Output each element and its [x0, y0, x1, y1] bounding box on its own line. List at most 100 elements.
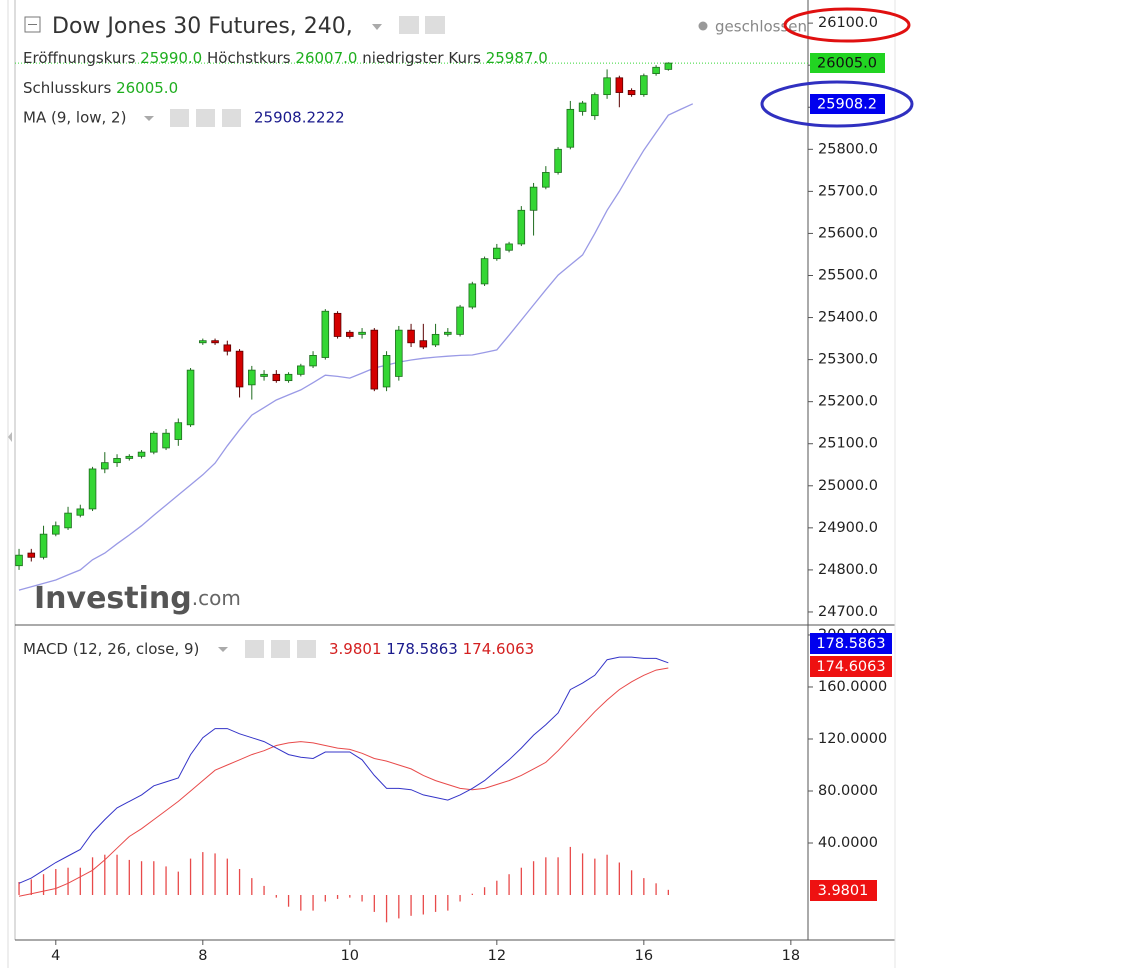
candle-body: [542, 172, 550, 188]
candle-body: [395, 329, 403, 377]
candle-body: [260, 373, 268, 377]
x-tick-label: 16: [635, 948, 653, 964]
candle-body: [39, 533, 48, 558]
candle-body: [591, 94, 599, 117]
y-tick-label: 40.0000: [818, 835, 878, 851]
y-tick-label: 80.0000: [818, 783, 878, 799]
collapse-arrow[interactable]: [8, 432, 12, 442]
candle-body: [652, 66, 660, 75]
x-tick-label: 10: [341, 948, 359, 964]
candle-body: [517, 209, 526, 245]
settings-icon[interactable]: [196, 109, 215, 127]
signal-badge-label: 174.6063: [816, 659, 885, 675]
candle-body: [664, 62, 673, 70]
x-tick-label: 8: [198, 948, 207, 964]
eye-icon[interactable]: [170, 109, 189, 127]
ma-line: [18, 103, 694, 591]
candle-body: [186, 369, 195, 426]
candle-body: [578, 102, 587, 112]
dropdown[interactable]: [218, 647, 228, 652]
collapse-box[interactable]: [24, 16, 41, 33]
candle-body: [480, 258, 489, 285]
red-highlight: [783, 7, 911, 43]
signal-badge: [810, 656, 892, 677]
plot-area: 24700.0 24800.0 24900.0 25000.0 25100.0 25200…: [15, 15, 887, 964]
candle-body: [603, 77, 611, 96]
signal-line: [18, 667, 669, 897]
candle-body: [150, 432, 158, 453]
settings-icon[interactable]: [271, 640, 290, 658]
signal-value: 174.6063: [463, 640, 535, 658]
macd-line: [18, 656, 669, 884]
x-tick-label: 12: [488, 948, 506, 964]
watermark-brand: Investing: [34, 581, 192, 616]
candle-body: [199, 340, 207, 344]
histogram-badge: [810, 880, 877, 901]
open-label: Eröffnungskurs: [23, 49, 136, 67]
y-tick-label: 25500.0: [818, 267, 878, 283]
candle-body: [456, 306, 464, 335]
candle-body: [174, 422, 183, 440]
remove-icon[interactable]: [297, 640, 316, 658]
close-line: Schlusskurs 26005.0: [23, 79, 178, 97]
status-dot: [698, 21, 708, 31]
candle-body: [162, 432, 170, 449]
y-tick-label: 24700.0: [818, 604, 878, 620]
y-tick-label: 25700.0: [818, 183, 878, 199]
x-tick-label: 4: [51, 948, 60, 964]
candle-body: [444, 331, 452, 335]
y-tick-label: 120.0000: [818, 731, 887, 747]
candle-body: [554, 148, 562, 173]
macd-legend: MACD (12, 26, close, 9): [23, 640, 199, 658]
y-tick-label: 25600.0: [818, 225, 878, 241]
candle-body: [566, 108, 575, 148]
ohlc-line: Eröffnungskurs 25990.0 Höchstkurs 26007.…: [23, 49, 548, 67]
candle-body: [346, 331, 354, 337]
candle-body: [101, 462, 109, 470]
macd-values: 3.9801 178.5863 174.6063: [329, 640, 534, 658]
close-badge-label: 26005.0: [817, 56, 877, 72]
high-value: 26007.0: [295, 49, 357, 67]
remove-icon[interactable]: [222, 109, 241, 127]
ma-legend: MA (9, low, 2): [23, 109, 126, 127]
market-status: geschlossen: [715, 18, 807, 36]
candle-body: [333, 312, 342, 337]
low-value: 25987.0: [486, 49, 548, 67]
candle-body: [370, 329, 379, 390]
close-label: Schlusskurs: [23, 79, 111, 97]
settings-icon[interactable]: [425, 16, 445, 34]
candle-body: [468, 283, 477, 308]
candle-body: [113, 458, 121, 464]
watermark-suffix: .com: [192, 586, 241, 610]
candle-body: [272, 373, 281, 382]
eye-icon[interactable]: [399, 16, 419, 34]
histogram-badge-label: 3.9801: [818, 883, 869, 899]
y-tick-label: 25800.0: [818, 141, 878, 157]
histogram-value: 3.9801: [329, 640, 382, 658]
candle-body: [358, 331, 366, 335]
dropdown[interactable]: [372, 24, 382, 30]
chart-title: Dow Jones 30 Futures, 240,: [52, 14, 353, 39]
macd-badge-label: 178.5863: [816, 636, 885, 652]
candle-body: [235, 350, 244, 388]
dropdown[interactable]: [144, 116, 154, 121]
candle-body: [640, 75, 648, 96]
candle-body: [309, 355, 317, 367]
y-tick-label: 24900.0: [818, 520, 878, 536]
eye-icon[interactable]: [245, 640, 264, 658]
watermark: Investing.com: [34, 581, 241, 616]
macd-value: 178.5863: [386, 640, 458, 658]
candle-body: [382, 355, 391, 388]
candle-body: [284, 373, 293, 382]
high-label: Höchstkurs: [207, 49, 291, 67]
y-tick-label: 25200.0: [818, 394, 878, 410]
ma-legend-value: 25908.2222: [254, 109, 345, 127]
ma-badge: [810, 94, 885, 114]
close-value: 26005.0: [116, 79, 178, 97]
candle-body: [431, 333, 440, 346]
open-value: 25990.0: [140, 49, 202, 67]
candle-body: [64, 512, 72, 529]
candle-body: [419, 340, 428, 348]
x-tick-label: 18: [782, 948, 800, 964]
